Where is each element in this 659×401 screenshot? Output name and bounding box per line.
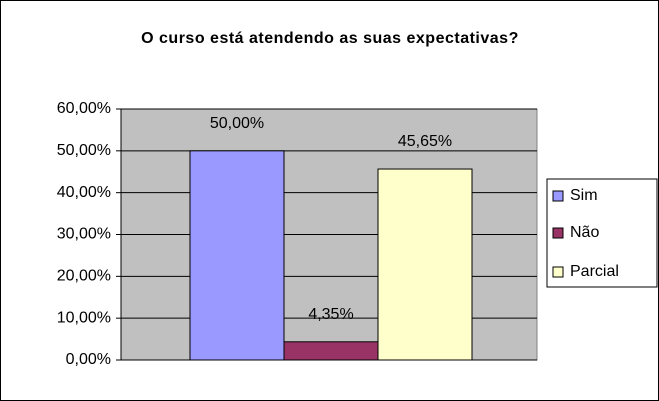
y-tick-label: 60,00% (57, 100, 111, 117)
legend-swatch (552, 266, 564, 278)
bar (283, 341, 379, 361)
y-tick-label: 50,00% (57, 142, 111, 159)
y-tick-label: 0,00% (66, 351, 111, 368)
y-tick-label: 20,00% (57, 268, 111, 285)
bar (377, 168, 473, 361)
y-tick-label: 40,00% (57, 184, 111, 201)
legend-label: Não (570, 224, 599, 241)
legend-label: Parcial (570, 263, 619, 280)
bar (189, 150, 285, 361)
legend-swatch (552, 227, 564, 239)
legend-swatch (552, 190, 564, 202)
legend-label: Sim (570, 187, 598, 204)
chart-title: O curso está atendendo as suas expectati… (141, 30, 519, 47)
data-label: 45,65% (398, 133, 452, 150)
data-label: 4,35% (308, 306, 353, 323)
data-label: 50,00% (210, 115, 264, 132)
y-tick-label: 30,00% (57, 226, 111, 243)
legend-box (546, 178, 658, 288)
y-tick-label: 10,00% (57, 309, 111, 326)
